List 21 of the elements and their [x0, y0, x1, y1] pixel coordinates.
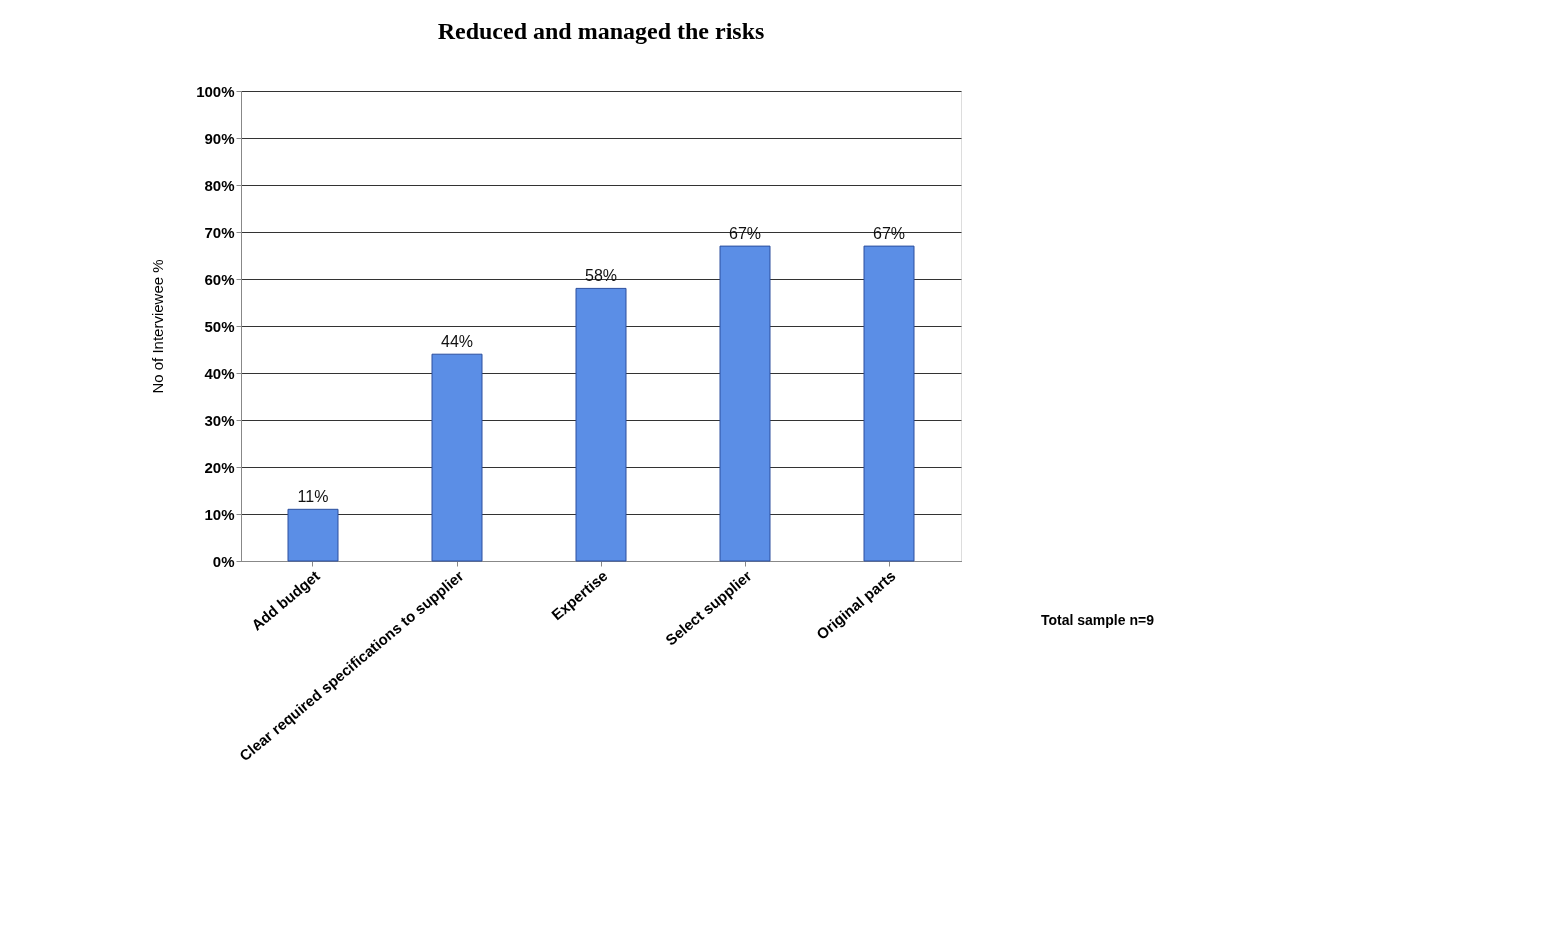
bar: [575, 287, 627, 562]
text: Total sample n=9: [1041, 612, 1155, 628]
bar: [431, 353, 483, 562]
y-tick-label: 30%: [204, 411, 235, 429]
y-tick-label: 20%: [204, 458, 235, 476]
y-tick-label: 40%: [204, 364, 235, 382]
y-tick-label: 100%: [196, 82, 235, 100]
bar: [863, 245, 915, 562]
data-label: 44%: [440, 333, 474, 351]
bar: [287, 508, 339, 562]
data-label: 11%: [297, 488, 329, 506]
y-tick-label: 50%: [204, 317, 235, 335]
bar: [719, 245, 771, 562]
y-axis-title: No of Interviewee %: [149, 259, 167, 394]
y-tick-label: 70%: [204, 223, 235, 241]
y-tick-label: 0%: [212, 552, 235, 570]
y-tick-label: 10%: [204, 505, 235, 523]
y-tick-label: 90%: [204, 129, 235, 147]
y-tick-label: 60%: [204, 270, 235, 288]
chart-title: Reduced and managed the risks: [437, 18, 765, 44]
y-tick-label: 80%: [204, 176, 235, 194]
